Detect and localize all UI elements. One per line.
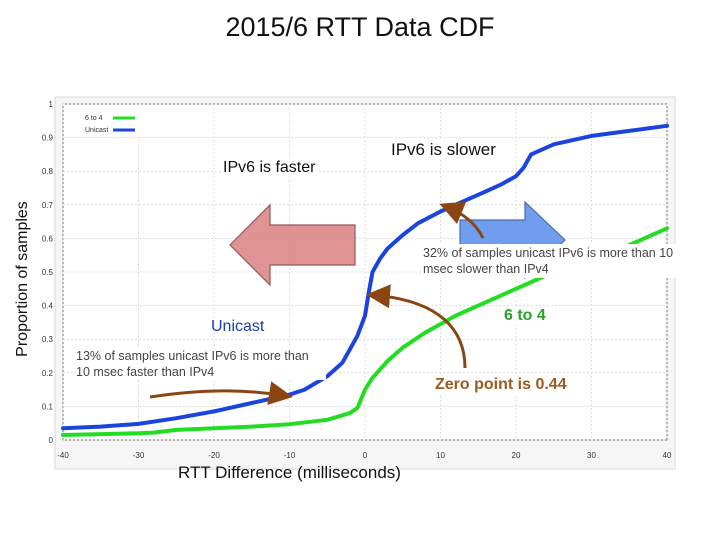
x-tick-label: -30: [133, 451, 145, 460]
x-tick-label: 30: [587, 451, 596, 460]
x-tick-label: 40: [663, 451, 672, 460]
legend-box: [75, 109, 153, 137]
ipv6-slower-label: IPv6 is slower: [389, 140, 498, 160]
zero-point-pointer-arrow: [366, 284, 467, 369]
y-tick-label: 0.9: [42, 134, 54, 143]
x-tick-label: -40: [57, 451, 69, 460]
sixtofour-callout: 6 to 4: [500, 307, 550, 325]
slide-title: 2015/6 RTT Data CDF: [225, 12, 495, 42]
unicast-callout: Unicast: [211, 318, 265, 335]
y-tick-label: 0.6: [42, 234, 54, 243]
x-tick-label: 10: [436, 451, 445, 460]
x-tick-label: -20: [208, 451, 220, 460]
y-tick-label: 0: [49, 436, 54, 445]
slower-percentage-note: 32% of samples unicast IPv6 is more than…: [423, 244, 693, 278]
x-axis-label: RTT Difference (milliseconds): [178, 463, 401, 482]
faster-direction-arrow: [229, 203, 356, 287]
y-tick-label: 0.4: [42, 302, 54, 311]
faster-percentage-note: 13% of samples unicast IPv6 is more than…: [76, 348, 326, 380]
y-tick-label: 0.2: [42, 369, 54, 378]
ipv6-faster-label: IPv6 is faster: [221, 159, 318, 177]
zero-point-callout: Zero point is 0.44: [433, 376, 569, 394]
legend-label: Unicast: [85, 127, 108, 134]
y-tick-label: 0.3: [42, 335, 54, 344]
legend-label: 6 to 4: [85, 115, 103, 122]
x-tick-label: 0: [363, 451, 368, 460]
series-line-0: [61, 226, 669, 437]
series-line-1: [61, 123, 669, 431]
slower-pointer-arrow: [439, 201, 485, 239]
y-tick-label: 0.8: [42, 167, 54, 176]
faster-pointer-arrow: [149, 381, 293, 405]
y-tick-label: 0.1: [42, 402, 54, 411]
x-tick-label: 20: [512, 451, 521, 460]
y-tick-label: 1: [49, 100, 54, 109]
y-tick-label: 0.5: [42, 268, 54, 277]
x-tick-label: -10: [284, 451, 296, 460]
y-tick-label: 0.7: [42, 201, 54, 210]
